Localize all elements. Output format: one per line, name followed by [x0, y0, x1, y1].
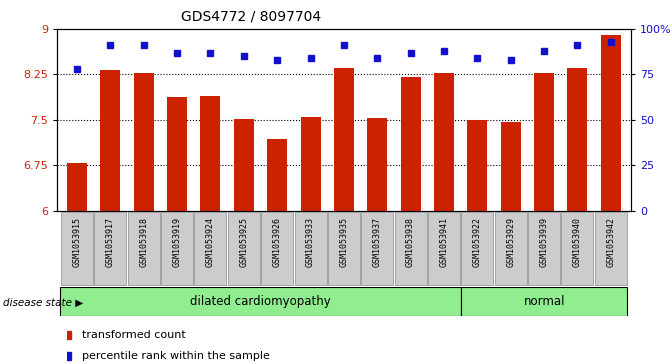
FancyBboxPatch shape — [161, 212, 193, 285]
Text: GSM1053941: GSM1053941 — [440, 217, 448, 267]
Text: normal: normal — [523, 295, 565, 308]
Bar — [301, 117, 321, 211]
Text: GSM1053926: GSM1053926 — [272, 217, 282, 267]
FancyBboxPatch shape — [127, 212, 160, 285]
Bar — [267, 139, 287, 211]
Bar — [401, 77, 421, 211]
Text: GSM1053919: GSM1053919 — [172, 217, 182, 267]
Text: GSM1053939: GSM1053939 — [539, 217, 548, 267]
FancyBboxPatch shape — [61, 212, 93, 285]
Text: GSM1053937: GSM1053937 — [373, 217, 382, 267]
Text: GSM1053925: GSM1053925 — [240, 217, 248, 267]
FancyBboxPatch shape — [295, 212, 327, 285]
Bar — [601, 35, 621, 211]
Text: disease state ▶: disease state ▶ — [3, 298, 84, 308]
FancyBboxPatch shape — [395, 212, 427, 285]
FancyBboxPatch shape — [195, 212, 227, 285]
Bar — [534, 73, 554, 211]
Bar — [201, 95, 221, 211]
Text: transformed count: transformed count — [82, 330, 186, 340]
Text: GSM1053918: GSM1053918 — [140, 217, 148, 267]
FancyBboxPatch shape — [562, 212, 593, 285]
Bar — [434, 73, 454, 211]
Text: GSM1053942: GSM1053942 — [606, 217, 615, 267]
FancyBboxPatch shape — [495, 212, 527, 285]
Text: GSM1053929: GSM1053929 — [506, 217, 515, 267]
Bar — [467, 120, 487, 211]
Bar — [134, 73, 154, 211]
Bar — [461, 287, 627, 316]
Bar — [67, 163, 87, 211]
Bar — [234, 119, 254, 211]
Bar — [568, 68, 587, 211]
Text: GSM1053935: GSM1053935 — [340, 217, 348, 267]
Bar — [167, 97, 187, 211]
FancyBboxPatch shape — [95, 212, 126, 285]
FancyBboxPatch shape — [261, 212, 293, 285]
Text: GSM1053924: GSM1053924 — [206, 217, 215, 267]
FancyBboxPatch shape — [328, 212, 360, 285]
FancyBboxPatch shape — [595, 212, 627, 285]
Bar — [101, 70, 120, 211]
Text: GDS4772 / 8097704: GDS4772 / 8097704 — [181, 9, 321, 23]
Text: dilated cardiomyopathy: dilated cardiomyopathy — [190, 295, 331, 308]
Text: GSM1053933: GSM1053933 — [306, 217, 315, 267]
Text: GSM1053922: GSM1053922 — [473, 217, 482, 267]
Bar — [367, 118, 387, 211]
Bar — [501, 122, 521, 211]
Text: percentile rank within the sample: percentile rank within the sample — [82, 351, 270, 362]
Bar — [334, 68, 354, 211]
Bar — [60, 287, 460, 316]
FancyBboxPatch shape — [361, 212, 393, 285]
Text: GSM1053938: GSM1053938 — [406, 217, 415, 267]
FancyBboxPatch shape — [528, 212, 560, 285]
FancyBboxPatch shape — [461, 212, 493, 285]
Text: GSM1053917: GSM1053917 — [106, 217, 115, 267]
FancyBboxPatch shape — [228, 212, 260, 285]
Text: GSM1053915: GSM1053915 — [72, 217, 82, 267]
Text: GSM1053940: GSM1053940 — [573, 217, 582, 267]
FancyBboxPatch shape — [428, 212, 460, 285]
